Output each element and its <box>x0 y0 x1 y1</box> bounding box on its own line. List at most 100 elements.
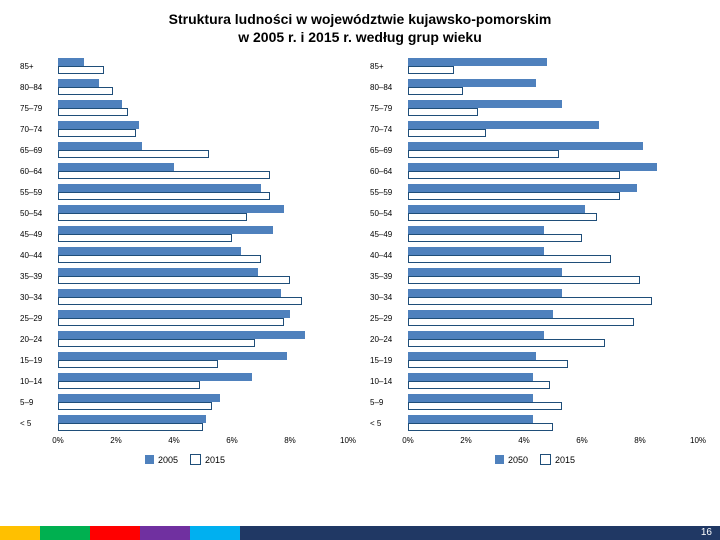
bar-outline <box>408 213 597 221</box>
bar-solid <box>58 352 287 360</box>
age-label: 85+ <box>20 62 58 71</box>
age-label: 20–24 <box>370 335 408 344</box>
legend-item-outline: 2015 <box>190 454 225 465</box>
title-line-2: w 2005 r. i 2015 r. według grup wieku <box>238 29 482 45</box>
age-label: 30–34 <box>20 293 58 302</box>
bars-cell <box>58 266 350 287</box>
bars-cell <box>58 182 350 203</box>
bar-outline <box>408 192 620 200</box>
bars-cell <box>408 287 700 308</box>
x-tick: 4% <box>168 436 180 445</box>
chart-row: 5–9 <box>370 392 700 413</box>
legend-label-solid: 2005 <box>158 455 178 465</box>
age-label: < 5 <box>20 419 58 428</box>
age-label: 35–39 <box>20 272 58 281</box>
bar-solid <box>58 79 99 87</box>
bar-solid <box>58 415 206 423</box>
bars-cell <box>58 77 350 98</box>
chart-row: 15–19 <box>20 350 350 371</box>
bar-outline <box>58 360 218 368</box>
bars-cell <box>408 182 700 203</box>
right-chart: 85+80–8475–7970–7465–6960–6455–5950–5445… <box>370 56 700 465</box>
bar-solid <box>408 331 544 339</box>
chart-row: 10–14 <box>20 371 350 392</box>
bars-cell <box>408 77 700 98</box>
age-label: 15–19 <box>20 356 58 365</box>
chart-row: 55–59 <box>370 182 700 203</box>
bar-solid <box>408 415 533 423</box>
bar-outline <box>58 381 200 389</box>
bars-cell <box>408 224 700 245</box>
age-label: 5–9 <box>370 398 408 407</box>
age-label: 75–79 <box>370 104 408 113</box>
chart-row: 30–34 <box>20 287 350 308</box>
x-tick: 0% <box>402 436 414 445</box>
right-legend: 2050 2015 <box>370 454 700 465</box>
bar-outline <box>408 66 454 74</box>
bar-solid <box>408 373 533 381</box>
footer-segment <box>190 526 240 540</box>
bar-outline <box>58 192 270 200</box>
footer-segment <box>90 526 140 540</box>
bar-solid <box>58 331 305 339</box>
bar-outline <box>58 108 128 116</box>
bars-cell <box>58 413 350 434</box>
bar-solid <box>408 205 585 213</box>
legend-swatch-solid <box>145 455 154 464</box>
bars-cell <box>408 413 700 434</box>
bar-outline <box>58 255 261 263</box>
chart-row: 60–64 <box>20 161 350 182</box>
age-label: 80–84 <box>370 83 408 92</box>
age-label: 70–74 <box>370 125 408 134</box>
bar-solid <box>58 373 252 381</box>
bar-solid <box>58 247 241 255</box>
title-line-1: Struktura ludności w województwie kujaws… <box>169 11 552 27</box>
chart-row: 70–74 <box>370 119 700 140</box>
bar-solid <box>408 268 562 276</box>
legend-item-outline: 2015 <box>540 454 575 465</box>
bar-outline <box>58 276 290 284</box>
footer-segment <box>40 526 90 540</box>
age-label: 80–84 <box>20 83 58 92</box>
legend-swatch-outline <box>190 454 201 465</box>
legend-label-solid: 2050 <box>508 455 528 465</box>
age-label: 45–49 <box>370 230 408 239</box>
bar-outline <box>58 171 270 179</box>
bars-cell <box>408 266 700 287</box>
chart-row: 65–69 <box>20 140 350 161</box>
bars-cell <box>58 98 350 119</box>
bar-solid <box>408 79 536 87</box>
chart-row: 5–9 <box>20 392 350 413</box>
age-label: 5–9 <box>20 398 58 407</box>
bar-solid <box>408 352 536 360</box>
age-label: 75–79 <box>20 104 58 113</box>
chart-row: 85+ <box>370 56 700 77</box>
chart-row: 80–84 <box>370 77 700 98</box>
bars-cell <box>58 308 350 329</box>
bar-solid <box>408 100 562 108</box>
age-label: 85+ <box>370 62 408 71</box>
chart-row: 30–34 <box>370 287 700 308</box>
chart-row: < 5 <box>20 413 350 434</box>
age-label: 20–24 <box>20 335 58 344</box>
footer-segment <box>0 526 40 540</box>
age-label: 40–44 <box>370 251 408 260</box>
chart-row: 70–74 <box>20 119 350 140</box>
bar-outline <box>58 234 232 242</box>
bars-cell <box>58 161 350 182</box>
chart-row: 80–84 <box>20 77 350 98</box>
bar-outline <box>58 423 203 431</box>
chart-row: 35–39 <box>370 266 700 287</box>
x-tick: 10% <box>690 436 706 445</box>
bar-solid <box>408 310 553 318</box>
bar-outline <box>408 360 568 368</box>
age-label: 55–59 <box>370 188 408 197</box>
age-label: 25–29 <box>20 314 58 323</box>
chart-row: 50–54 <box>370 203 700 224</box>
bar-outline <box>58 318 284 326</box>
age-label: 50–54 <box>370 209 408 218</box>
age-label: 25–29 <box>370 314 408 323</box>
bar-outline <box>408 255 611 263</box>
left-legend: 2005 2015 <box>20 454 350 465</box>
bar-outline <box>408 171 620 179</box>
